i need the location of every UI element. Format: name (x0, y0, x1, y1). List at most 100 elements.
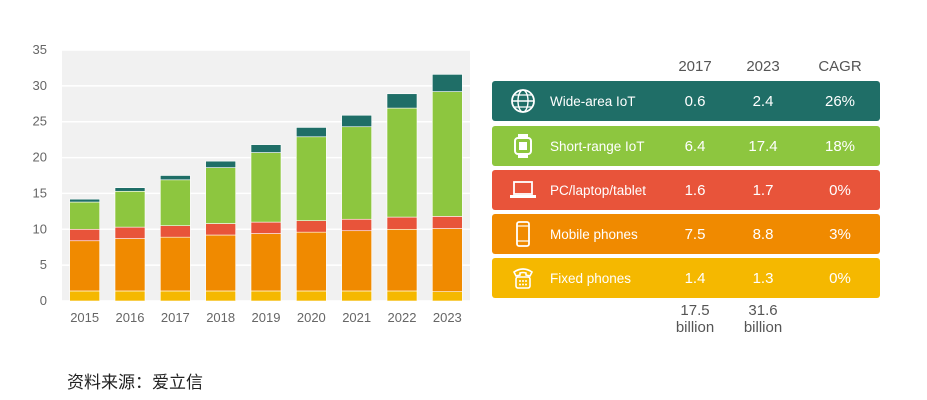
x-tick-label: 2018 (206, 310, 235, 325)
y-tick-label: 5 (40, 257, 47, 272)
bar-segment (250, 221, 282, 234)
header-2023: 2023 (746, 58, 780, 75)
bar-segment (341, 114, 372, 128)
bar-segment (250, 152, 282, 223)
bar-segment (432, 91, 463, 217)
row-mobile-phones: Mobile phones 7.5 8.8 3% (492, 214, 880, 254)
bar-segment (114, 190, 146, 228)
bar-segment (160, 290, 191, 302)
bar-segment (296, 290, 327, 302)
bar-segment (250, 290, 282, 302)
total-2023-value: 31.6 (748, 302, 778, 319)
value-2017: 7.5 (684, 225, 706, 243)
value-cagr: 18% (824, 137, 856, 155)
bar-stack-2018 (205, 160, 236, 302)
value-2023: 1.7 (752, 181, 774, 199)
value-cagr: 0% (829, 181, 851, 199)
fixed-phone-icon (506, 261, 540, 295)
value-2017: 6.4 (684, 137, 706, 155)
x-tick-label: 2022 (388, 310, 417, 325)
bar-segment (432, 74, 463, 92)
value-2017: 1.6 (684, 181, 706, 199)
bar-segment (114, 290, 146, 302)
bar-segment (296, 231, 327, 292)
x-tick-label: 2020 (297, 310, 326, 325)
y-tick-label: 15 (33, 185, 47, 200)
bar-segment (386, 216, 418, 230)
bar-segment (69, 290, 100, 302)
value-cagr: 3% (829, 225, 851, 243)
total-2023-unit: billion (743, 319, 783, 336)
bar-segment (386, 107, 418, 218)
row-label: Wide-area IoT (550, 93, 636, 109)
mobile-phone-icon (506, 217, 540, 251)
value-2017: 1.4 (684, 269, 706, 287)
bar-segment (296, 127, 327, 138)
y-tick-label: 35 (33, 42, 47, 57)
smartwatch-icon (506, 129, 540, 163)
bar-segment (205, 234, 236, 292)
y-tick-label: 30 (33, 78, 47, 93)
value-2017: 0.6 (684, 92, 706, 110)
bar-segment (432, 228, 463, 292)
row-fixed-phones: Fixed phones 1.4 1.3 0% (492, 258, 880, 298)
bar-segment (432, 291, 463, 302)
bar-stack-2015 (69, 198, 100, 302)
bar-segment (341, 126, 372, 220)
x-tick-label: 2021 (342, 310, 371, 325)
bar-segment (386, 228, 418, 292)
bar-segment (160, 225, 191, 238)
bar-segment (296, 220, 327, 233)
bar-segment (69, 198, 100, 203)
bar-segment (250, 233, 282, 292)
globe-icon (506, 84, 540, 118)
source-note: 资料来源：爱立信 (67, 373, 203, 393)
bar-segment (341, 218, 372, 232)
bar-stack-2019 (250, 144, 282, 302)
y-tick-label: 25 (33, 114, 47, 129)
bar-segment (69, 240, 100, 292)
row-label: PC/laptop/tablet (550, 182, 647, 198)
bar-segment (69, 228, 100, 242)
bar-stack-2022 (386, 93, 418, 302)
row-short-range-iot: Short-range IoT 6.4 17.4 18% (492, 126, 880, 166)
x-tick-label: 2023 (433, 310, 462, 325)
bar-segment (69, 201, 100, 230)
row-label: Mobile phones (550, 226, 638, 242)
y-tick-label: 10 (33, 221, 47, 236)
bar-stack-2020 (296, 127, 327, 302)
total-2017: 17.5 billion (660, 302, 730, 336)
bar-stack-2023 (432, 74, 463, 302)
bar-segment (114, 238, 146, 292)
value-2023: 2.4 (752, 92, 774, 110)
bar-segment (205, 223, 236, 236)
bar-segment (205, 290, 236, 302)
bar-stack-2017 (160, 175, 191, 302)
bar-segment (296, 136, 327, 221)
bar-segment (160, 179, 191, 227)
stacked-bar-chart: 0 5 10 15 20 25 30 35 2015 2016 2017 2018 2019 2020 2… (33, 42, 470, 325)
bar-segment (250, 144, 282, 153)
x-tick-label: 2016 (116, 310, 145, 325)
y-tick-label: 20 (33, 150, 47, 165)
row-pc-laptop-tablet: PC/laptop/tablet 1.6 1.7 0% (492, 170, 880, 210)
x-tick-label: 2015 (70, 310, 99, 325)
header-2017: 2017 (678, 58, 712, 75)
bar-segment (114, 187, 146, 192)
bar-segment (205, 160, 236, 168)
bar-stack-2021 (341, 114, 372, 302)
bar-segment (341, 230, 372, 292)
x-tick-label: 2017 (161, 310, 190, 325)
value-cagr: 26% (824, 92, 856, 110)
value-cagr: 0% (829, 269, 851, 287)
total-2023: 31.6 billion (728, 302, 798, 336)
value-2023: 8.8 (752, 225, 774, 243)
row-label: Short-range IoT (550, 138, 645, 154)
bar-segment (341, 290, 372, 302)
value-2023: 17.4 (748, 137, 778, 155)
header-cagr: CAGR (818, 58, 862, 75)
bar-segment (160, 236, 191, 292)
bar-segment (160, 175, 191, 181)
row-label: Fixed phones (550, 270, 632, 286)
bar-segment (386, 93, 418, 109)
